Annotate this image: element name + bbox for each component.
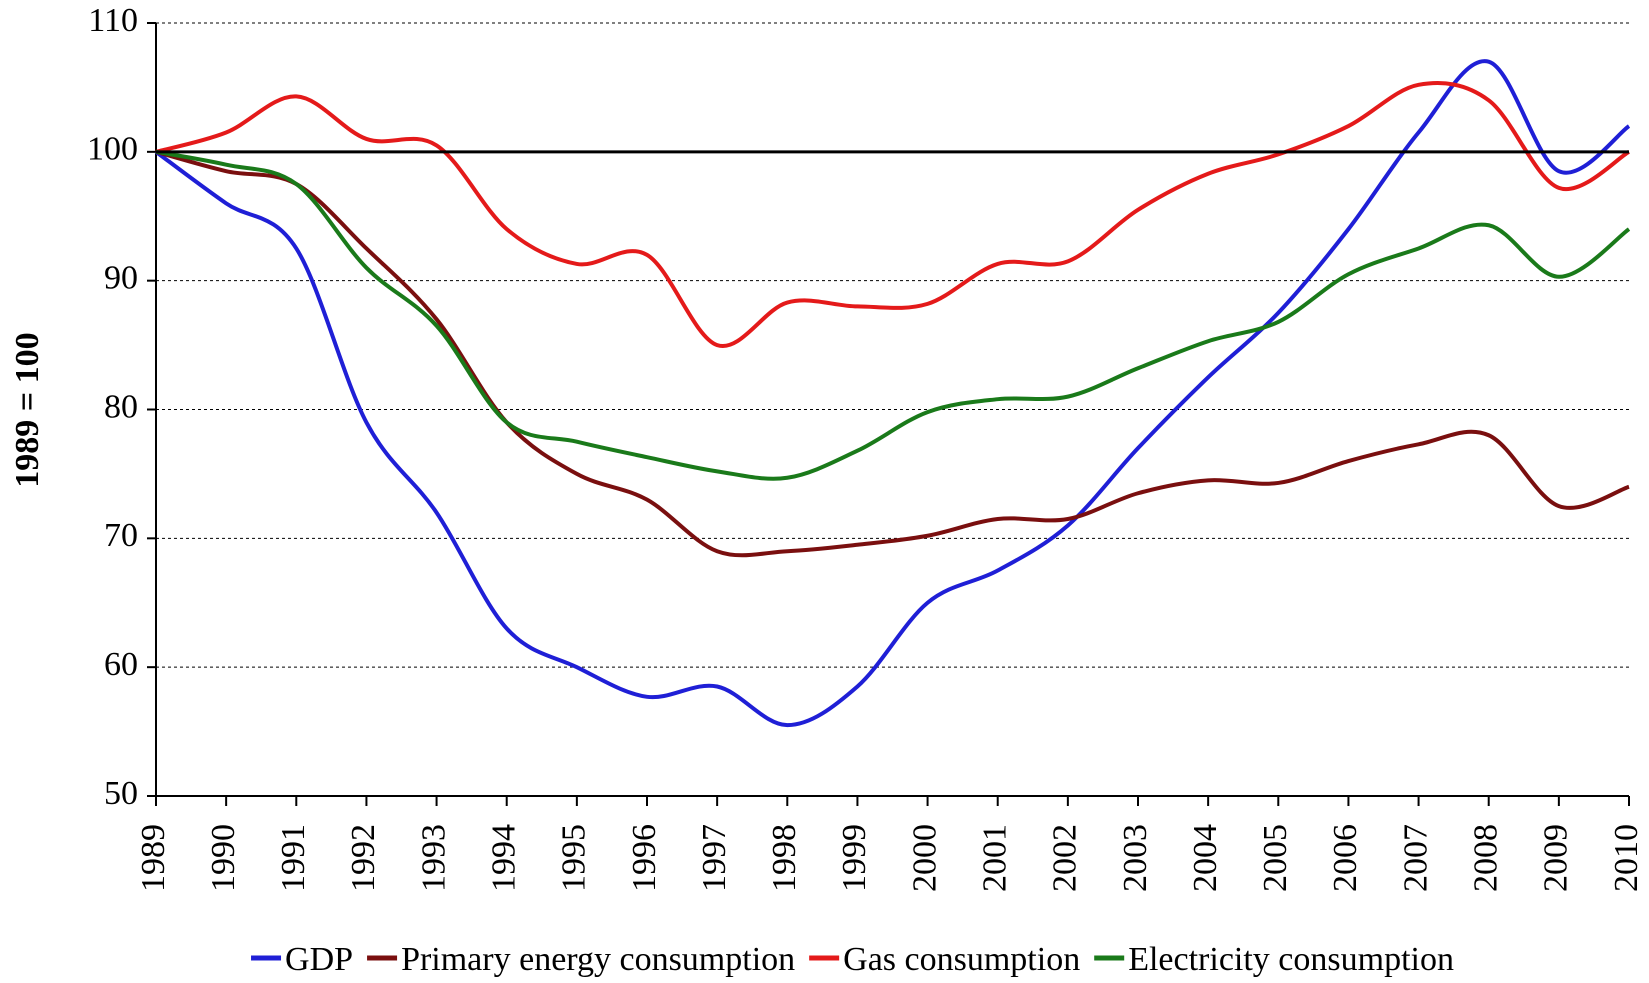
x-tick-label: 2003: [1117, 824, 1154, 892]
legend-item: Primary energy consumption: [367, 941, 795, 978]
x-tick-label: 2010: [1608, 824, 1645, 892]
x-tick-label: 2004: [1187, 824, 1224, 892]
x-tick-label: 1990: [205, 824, 242, 892]
x-tick-label: 2000: [906, 824, 943, 892]
y-tick-label: 100: [87, 131, 138, 168]
x-tick-label: 2005: [1257, 824, 1294, 892]
legend-label: Primary energy consumption: [401, 941, 795, 978]
x-tick-label: 2008: [1468, 824, 1505, 892]
legend-item: GDP: [251, 941, 353, 978]
y-tick-label: 80: [104, 388, 138, 425]
y-tick-label: 60: [104, 646, 138, 683]
x-tick-label: 1995: [556, 824, 593, 892]
y-tick-label: 110: [88, 2, 138, 39]
series-line: [155, 149, 1631, 481]
legend: GDP Primary energy consumption Gas consump…: [251, 941, 1454, 978]
x-tick-label: 2001: [977, 824, 1014, 892]
legend-label: Electricity consumption: [1128, 941, 1454, 978]
x-tick-label: 2007: [1397, 824, 1434, 892]
y-tick-label: 90: [104, 259, 138, 296]
legend-item: Gas consumption: [809, 941, 1080, 978]
x-tick-label: 1996: [626, 824, 663, 892]
series-line: [154, 59, 1631, 728]
x-tick-label: 2009: [1538, 824, 1575, 892]
x-tick-label: 1989: [135, 824, 172, 892]
y-tick-label: 50: [104, 775, 138, 812]
x-tick-label: 1993: [415, 824, 452, 892]
x-tick-label: 1991: [275, 824, 312, 892]
legend-item: Electricity consumption: [1094, 941, 1454, 978]
x-tick-label: 1999: [836, 824, 873, 892]
x-tick-label: 1997: [696, 824, 733, 892]
x-tick-label: 2006: [1327, 824, 1364, 892]
x-tick-label: 1998: [766, 824, 803, 892]
y-axis-label: 1989 = 100: [9, 332, 46, 487]
y-tick-label: 70: [104, 517, 138, 554]
x-tick-label: 2002: [1047, 824, 1084, 892]
series-line: [155, 149, 1630, 558]
series-line: [155, 81, 1631, 348]
legend-label: GDP: [285, 941, 353, 978]
legend-label: Gas consumption: [843, 941, 1080, 978]
x-tick-label: 1992: [345, 824, 382, 892]
x-tick-label: 1994: [486, 824, 523, 892]
